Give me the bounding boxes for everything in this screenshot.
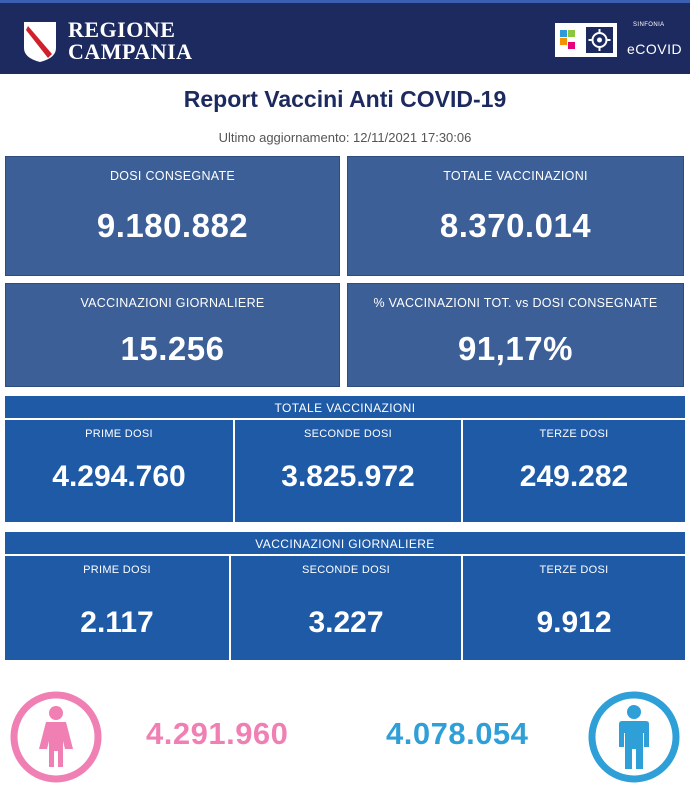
- page-title: Report Vaccini Anti COVID-19: [183, 86, 507, 112]
- divider: [229, 556, 231, 660]
- card-label: % VACCINAZIONI TOT. vs DOSI CONSEGNATE: [373, 296, 658, 310]
- cell-label: PRIME DOSI: [83, 564, 151, 576]
- female-vaccinations: 4.291.960: [146, 716, 289, 751]
- ecovid-badge: [555, 23, 617, 57]
- region-line-1: REGIONE: [68, 17, 176, 42]
- panel-vaccinazioni-giornaliere: VACCINAZIONI GIORNALIERE PRIME DOSI 2.11…: [5, 532, 685, 660]
- panel-totale-vaccinazioni: TOTALE VACCINAZIONI PRIME DOSI 4.294.760…: [5, 396, 685, 522]
- cell-value: 3.227: [308, 606, 384, 639]
- card-value: 15.256: [120, 330, 225, 367]
- ecovid-mark-icon: [560, 27, 613, 53]
- female-icon: [10, 691, 102, 783]
- cell-label: SECONDE DOSI: [302, 564, 390, 576]
- cell-label: TERZE DOSI: [539, 428, 609, 440]
- cell-prime-dosi: PRIME DOSI 4.294.760: [5, 420, 233, 522]
- cell-terze-dosi: TERZE DOSI 9.912: [463, 556, 685, 660]
- cell-value: 4.294.760: [52, 460, 186, 493]
- male-vaccinations: 4.078.054: [386, 716, 529, 751]
- cell-label: TERZE DOSI: [539, 564, 609, 576]
- ecovid-logo: SINFONIA eCOVID: [555, 19, 683, 63]
- last-update: Ultimo aggiornamento: 12/11/2021 17:30:0…: [218, 130, 472, 145]
- region-shield-icon: [24, 22, 56, 62]
- card-label: TOTALE VACCINAZIONI: [443, 169, 588, 183]
- cell-seconde-dosi: SECONDE DOSI 3.227: [231, 556, 461, 660]
- divider: [461, 420, 463, 522]
- card-totale-vaccinazioni: TOTALE VACCINAZIONI 8.370.014: [347, 156, 684, 276]
- cell-value: 249.282: [519, 460, 629, 493]
- card-label: VACCINAZIONI GIORNALIERE: [80, 296, 265, 310]
- cell-label: SECONDE DOSI: [304, 428, 392, 440]
- panel-heading: TOTALE VACCINAZIONI: [5, 396, 685, 420]
- divider: [461, 556, 463, 660]
- cell-seconde-dosi: SECONDE DOSI 3.825.972: [235, 420, 461, 522]
- card-label: DOSI CONSEGNATE: [109, 169, 236, 183]
- card-percentuale: % VACCINAZIONI TOT. vs DOSI CONSEGNATE 9…: [347, 283, 684, 387]
- card-value: 8.370.014: [439, 207, 592, 244]
- partner-name: eCOVID: [627, 41, 683, 57]
- divider: [233, 420, 235, 522]
- cell-terze-dosi: TERZE DOSI 249.282: [463, 420, 685, 522]
- cell-label: PRIME DOSI: [85, 428, 153, 440]
- cell-value: 9.912: [536, 606, 612, 639]
- cell-prime-dosi: PRIME DOSI 2.117: [5, 556, 229, 660]
- header-bar: REGIONE CAMPANIA SINFONIA eCOVID: [0, 0, 690, 74]
- panel-heading: VACCINAZIONI GIORNALIERE: [5, 532, 685, 556]
- male-icon: [588, 691, 680, 783]
- card-value: 9.180.882: [96, 207, 249, 244]
- card-value: 91,17%: [458, 330, 573, 367]
- cell-value: 2.117: [80, 606, 154, 639]
- card-vaccinazioni-giornaliere: VACCINAZIONI GIORNALIERE 15.256: [5, 283, 340, 387]
- region-logo-text: REGIONE CAMPANIA: [68, 19, 193, 63]
- card-dosi-consegnate: DOSI CONSEGNATE 9.180.882: [5, 156, 340, 276]
- region-line-2: CAMPANIA: [68, 39, 193, 64]
- partner-small-label: SINFONIA: [633, 22, 665, 28]
- cell-value: 3.825.972: [281, 460, 415, 493]
